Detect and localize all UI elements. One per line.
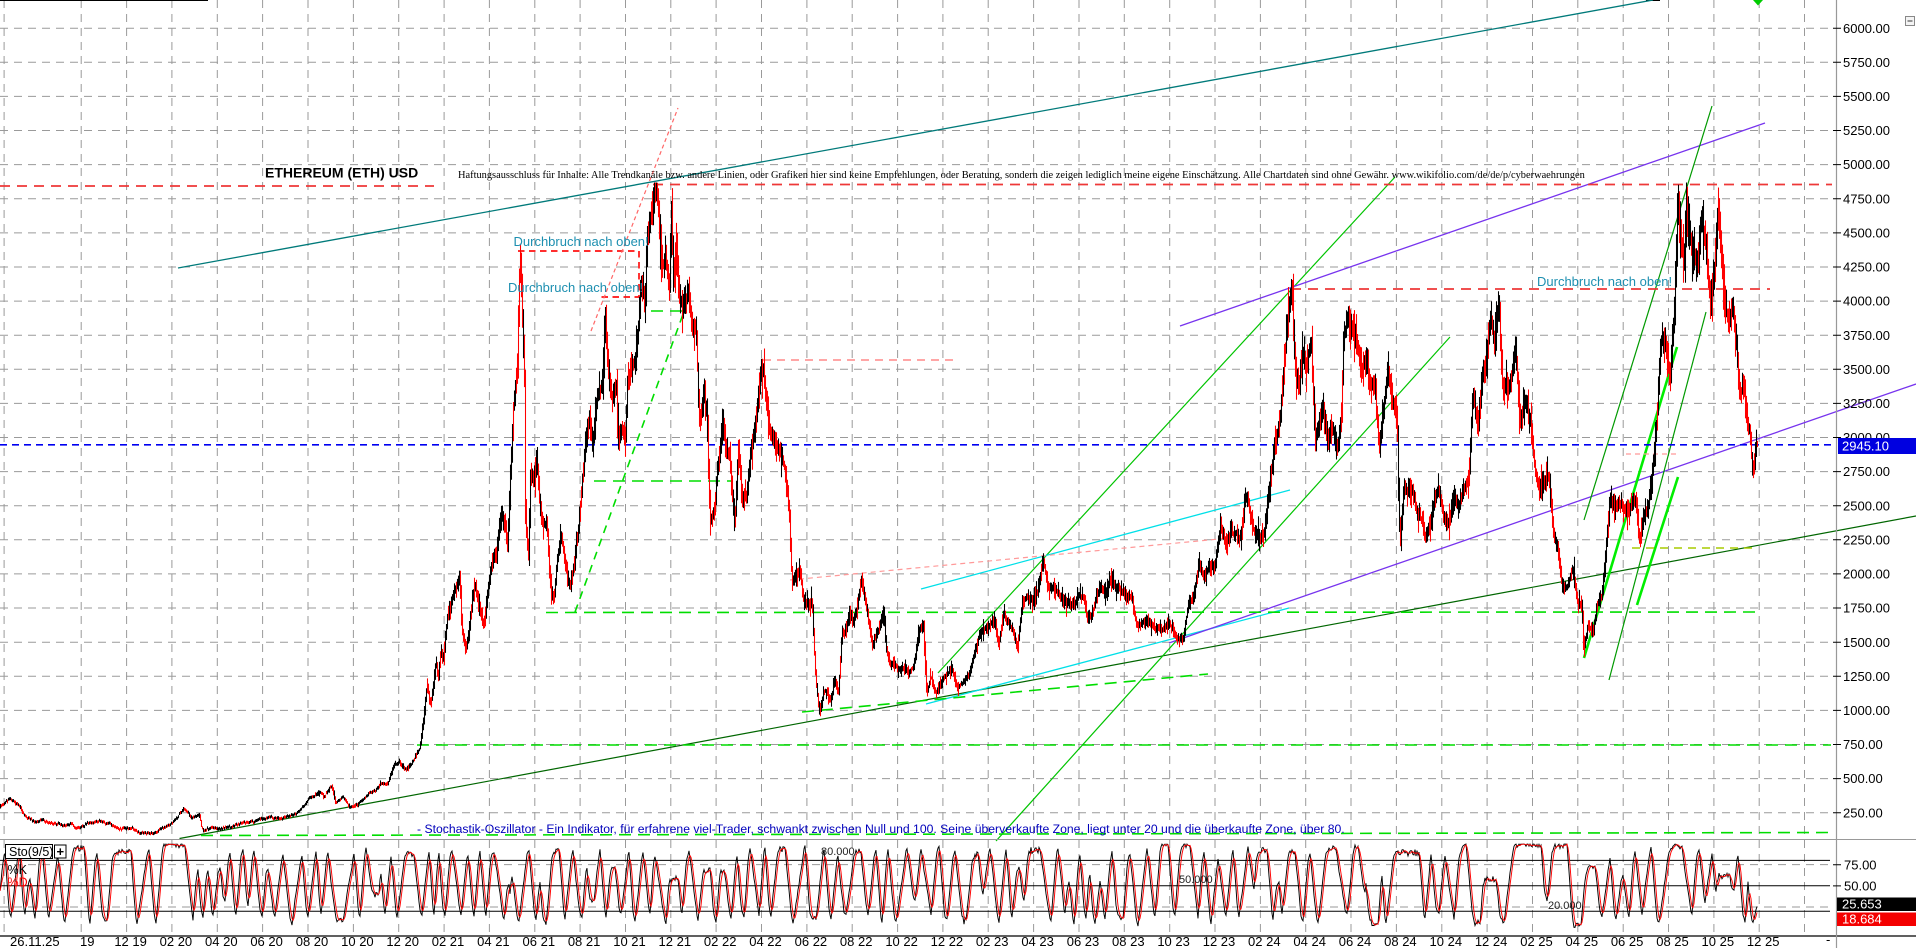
svg-text:12 19: 12 19 bbox=[114, 934, 147, 948]
svg-text:12 24: 12 24 bbox=[1475, 934, 1508, 948]
svg-text:1250.00: 1250.00 bbox=[1843, 669, 1890, 684]
svg-text:12 20: 12 20 bbox=[386, 934, 419, 948]
svg-text:06 23: 06 23 bbox=[1067, 934, 1100, 948]
svg-text:3250.00: 3250.00 bbox=[1843, 396, 1890, 411]
svg-text:10 21: 10 21 bbox=[613, 934, 646, 948]
svg-text:06 20: 06 20 bbox=[250, 934, 283, 948]
svg-text:02 23: 02 23 bbox=[976, 934, 1009, 948]
svg-text:4000.00: 4000.00 bbox=[1843, 294, 1890, 309]
svg-text:4750.00: 4750.00 bbox=[1843, 191, 1890, 206]
svg-text:50.00: 50.00 bbox=[1844, 879, 1877, 894]
svg-text:5750.00: 5750.00 bbox=[1843, 55, 1890, 70]
svg-text:2250.00: 2250.00 bbox=[1843, 532, 1890, 547]
svg-text:2500.00: 2500.00 bbox=[1843, 498, 1890, 513]
svg-text:5250.00: 5250.00 bbox=[1843, 123, 1890, 138]
svg-text:08 21: 08 21 bbox=[568, 934, 601, 948]
svg-text:ETHEREUM (ETH) USD: ETHEREUM (ETH) USD bbox=[265, 165, 418, 181]
svg-text:04 23: 04 23 bbox=[1021, 934, 1054, 948]
svg-text:10 25: 10 25 bbox=[1702, 934, 1735, 948]
svg-text:12 25: 12 25 bbox=[1747, 934, 1780, 948]
svg-text:4250.00: 4250.00 bbox=[1843, 260, 1890, 275]
svg-text:80.000: 80.000 bbox=[821, 846, 855, 858]
svg-text:2750.00: 2750.00 bbox=[1843, 464, 1890, 479]
svg-text:02 21: 02 21 bbox=[432, 934, 465, 948]
svg-text:02 25: 02 25 bbox=[1520, 934, 1553, 948]
svg-text:04 24: 04 24 bbox=[1293, 934, 1326, 948]
svg-text:08 23: 08 23 bbox=[1112, 934, 1145, 948]
svg-text:04 25: 04 25 bbox=[1566, 934, 1599, 948]
svg-text:%D: %D bbox=[8, 876, 28, 890]
svg-text:12 22: 12 22 bbox=[931, 934, 964, 948]
svg-text:750.00: 750.00 bbox=[1843, 737, 1883, 752]
svg-text:10 23: 10 23 bbox=[1157, 934, 1190, 948]
svg-text:6000.00: 6000.00 bbox=[1843, 21, 1890, 36]
svg-text:2945.10: 2945.10 bbox=[1842, 439, 1889, 454]
svg-text:04 21: 04 21 bbox=[477, 934, 510, 948]
svg-text:1750.00: 1750.00 bbox=[1843, 601, 1890, 616]
svg-text:10 24: 10 24 bbox=[1430, 934, 1463, 948]
svg-text:08 20: 08 20 bbox=[296, 934, 329, 948]
svg-text:1500.00: 1500.00 bbox=[1843, 635, 1890, 650]
svg-text:12 23: 12 23 bbox=[1203, 934, 1236, 948]
svg-text:1000.00: 1000.00 bbox=[1843, 703, 1890, 718]
svg-text:08 25: 08 25 bbox=[1656, 934, 1689, 948]
svg-text:3750.00: 3750.00 bbox=[1843, 328, 1890, 343]
svg-text:3500.00: 3500.00 bbox=[1843, 362, 1890, 377]
svg-text:50.000: 50.000 bbox=[1179, 874, 1213, 886]
svg-text:12 21: 12 21 bbox=[659, 934, 692, 948]
svg-text:Durchbruch nach oben!: Durchbruch nach oben! bbox=[1537, 274, 1672, 289]
svg-text:2000.00: 2000.00 bbox=[1843, 567, 1890, 582]
svg-text:20.000: 20.000 bbox=[1548, 900, 1582, 912]
svg-text:4500.00: 4500.00 bbox=[1843, 226, 1890, 241]
svg-text:10 22: 10 22 bbox=[885, 934, 918, 948]
svg-text:19: 19 bbox=[80, 934, 94, 948]
svg-text:250.00: 250.00 bbox=[1843, 805, 1883, 820]
svg-text:02 22: 02 22 bbox=[704, 934, 737, 948]
svg-text:06 21: 06 21 bbox=[523, 934, 556, 948]
svg-text:04 20: 04 20 bbox=[205, 934, 238, 948]
svg-text:02 20: 02 20 bbox=[160, 934, 193, 948]
svg-text:06 25: 06 25 bbox=[1611, 934, 1644, 948]
svg-text:%K: %K bbox=[8, 863, 28, 877]
svg-text:06 24: 06 24 bbox=[1339, 934, 1372, 948]
svg-text:Sto(9/5): Sto(9/5) bbox=[9, 845, 53, 859]
svg-text:08 22: 08 22 bbox=[840, 934, 873, 948]
svg-text:5500.00: 5500.00 bbox=[1843, 89, 1890, 104]
svg-text:08 24: 08 24 bbox=[1384, 934, 1417, 948]
svg-text:Haftungsausschluss für Inhalte: Haftungsausschluss für Inhalte: Alle Tre… bbox=[458, 170, 1586, 181]
svg-text:04 22: 04 22 bbox=[749, 934, 782, 948]
svg-text:06 22: 06 22 bbox=[795, 934, 828, 948]
svg-text:+: + bbox=[57, 844, 65, 859]
svg-text:10 20: 10 20 bbox=[341, 934, 374, 948]
svg-text:- Stochastik-Oszillator - Ein: - Stochastik-Oszillator - Ein Indikator,… bbox=[417, 822, 1345, 836]
svg-text:26.11.25: 26.11.25 bbox=[10, 934, 60, 948]
svg-text:Durchbruch nach oben!: Durchbruch nach oben! bbox=[508, 280, 643, 295]
svg-text:18.684: 18.684 bbox=[1842, 912, 1882, 927]
svg-text:75.00: 75.00 bbox=[1844, 857, 1877, 872]
svg-text:Durchbruch nach oben!: Durchbruch nach oben! bbox=[514, 234, 649, 249]
svg-text:25.653: 25.653 bbox=[1842, 897, 1882, 912]
svg-text:-: - bbox=[1826, 932, 1830, 947]
svg-text:02 24: 02 24 bbox=[1248, 934, 1281, 948]
svg-text:5000.00: 5000.00 bbox=[1843, 157, 1890, 172]
svg-text:500.00: 500.00 bbox=[1843, 771, 1883, 786]
